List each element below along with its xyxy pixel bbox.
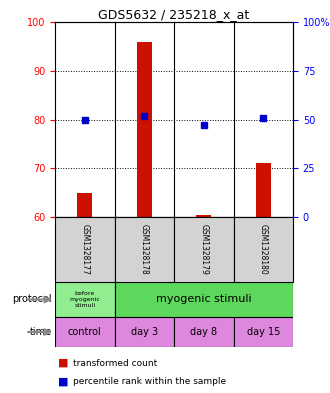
FancyBboxPatch shape xyxy=(55,317,115,347)
Text: before
myogenic
stimuli: before myogenic stimuli xyxy=(69,291,100,308)
FancyBboxPatch shape xyxy=(115,282,293,317)
Text: protocol: protocol xyxy=(13,294,52,305)
Text: transformed count: transformed count xyxy=(73,358,157,367)
Text: day 3: day 3 xyxy=(131,327,158,337)
Text: time: time xyxy=(30,327,52,337)
Text: GSM1328177: GSM1328177 xyxy=(80,224,89,275)
Title: GDS5632 / 235218_x_at: GDS5632 / 235218_x_at xyxy=(98,8,249,21)
FancyBboxPatch shape xyxy=(55,217,115,282)
FancyBboxPatch shape xyxy=(234,317,293,347)
Text: percentile rank within the sample: percentile rank within the sample xyxy=(73,377,226,386)
Text: ■: ■ xyxy=(58,376,69,386)
FancyBboxPatch shape xyxy=(55,282,115,317)
Bar xyxy=(256,163,271,217)
Text: day 15: day 15 xyxy=(247,327,280,337)
Text: GSM1328179: GSM1328179 xyxy=(199,224,208,275)
Bar xyxy=(137,42,152,217)
Text: GSM1328178: GSM1328178 xyxy=(140,224,149,275)
FancyBboxPatch shape xyxy=(234,217,293,282)
Text: ■: ■ xyxy=(58,358,69,368)
FancyBboxPatch shape xyxy=(115,317,174,347)
Bar xyxy=(196,215,211,217)
FancyBboxPatch shape xyxy=(174,317,234,347)
Text: control: control xyxy=(68,327,102,337)
Text: myogenic stimuli: myogenic stimuli xyxy=(156,294,251,305)
Text: day 8: day 8 xyxy=(190,327,217,337)
Bar xyxy=(77,193,92,217)
Text: GSM1328180: GSM1328180 xyxy=(259,224,268,275)
FancyBboxPatch shape xyxy=(115,217,174,282)
FancyBboxPatch shape xyxy=(174,217,234,282)
